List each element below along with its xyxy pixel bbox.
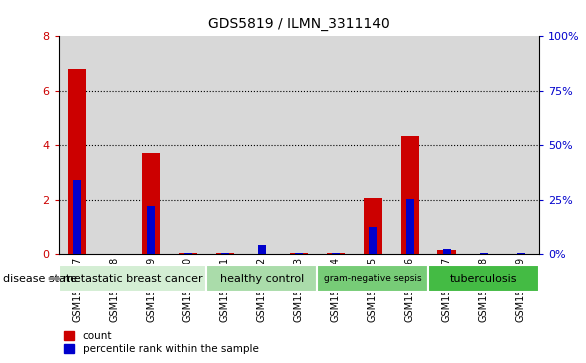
Bar — [258, 245, 266, 254]
Bar — [96, 36, 132, 254]
Bar — [142, 153, 160, 254]
Bar — [216, 253, 234, 254]
Text: tuberculosis: tuberculosis — [450, 274, 517, 284]
Bar — [184, 253, 192, 254]
Bar — [502, 36, 539, 254]
Bar — [355, 36, 391, 254]
Text: gram-negative sepsis: gram-negative sepsis — [324, 274, 421, 283]
Bar — [400, 136, 419, 254]
Text: disease state: disease state — [3, 274, 77, 284]
Bar — [391, 36, 428, 254]
Bar — [73, 180, 81, 254]
Bar — [318, 36, 355, 254]
Bar — [206, 36, 243, 254]
Bar — [326, 253, 345, 254]
Text: metastatic breast cancer: metastatic breast cancer — [63, 274, 202, 284]
Bar — [438, 250, 456, 254]
Bar — [332, 253, 340, 254]
Bar — [363, 198, 382, 254]
Text: healthy control: healthy control — [220, 274, 304, 284]
Bar — [169, 36, 206, 254]
Bar — [318, 265, 428, 292]
Bar — [59, 265, 206, 292]
Bar — [68, 69, 86, 254]
Bar — [442, 249, 451, 254]
Bar — [289, 253, 308, 254]
Bar — [179, 253, 197, 254]
Bar — [59, 36, 96, 254]
Legend: count, percentile rank within the sample: count, percentile rank within the sample — [64, 331, 258, 354]
Bar — [132, 36, 169, 254]
Bar — [369, 227, 377, 254]
Bar — [295, 253, 303, 254]
Bar — [243, 36, 280, 254]
Bar — [280, 36, 318, 254]
Bar — [465, 36, 502, 254]
Bar — [406, 199, 414, 254]
Bar — [147, 206, 155, 254]
Bar — [428, 36, 465, 254]
Bar — [479, 253, 488, 254]
Bar — [428, 265, 539, 292]
Bar — [221, 253, 229, 254]
Bar — [517, 253, 524, 254]
Title: GDS5819 / ILMN_3311140: GDS5819 / ILMN_3311140 — [208, 17, 390, 31]
Bar — [206, 265, 318, 292]
